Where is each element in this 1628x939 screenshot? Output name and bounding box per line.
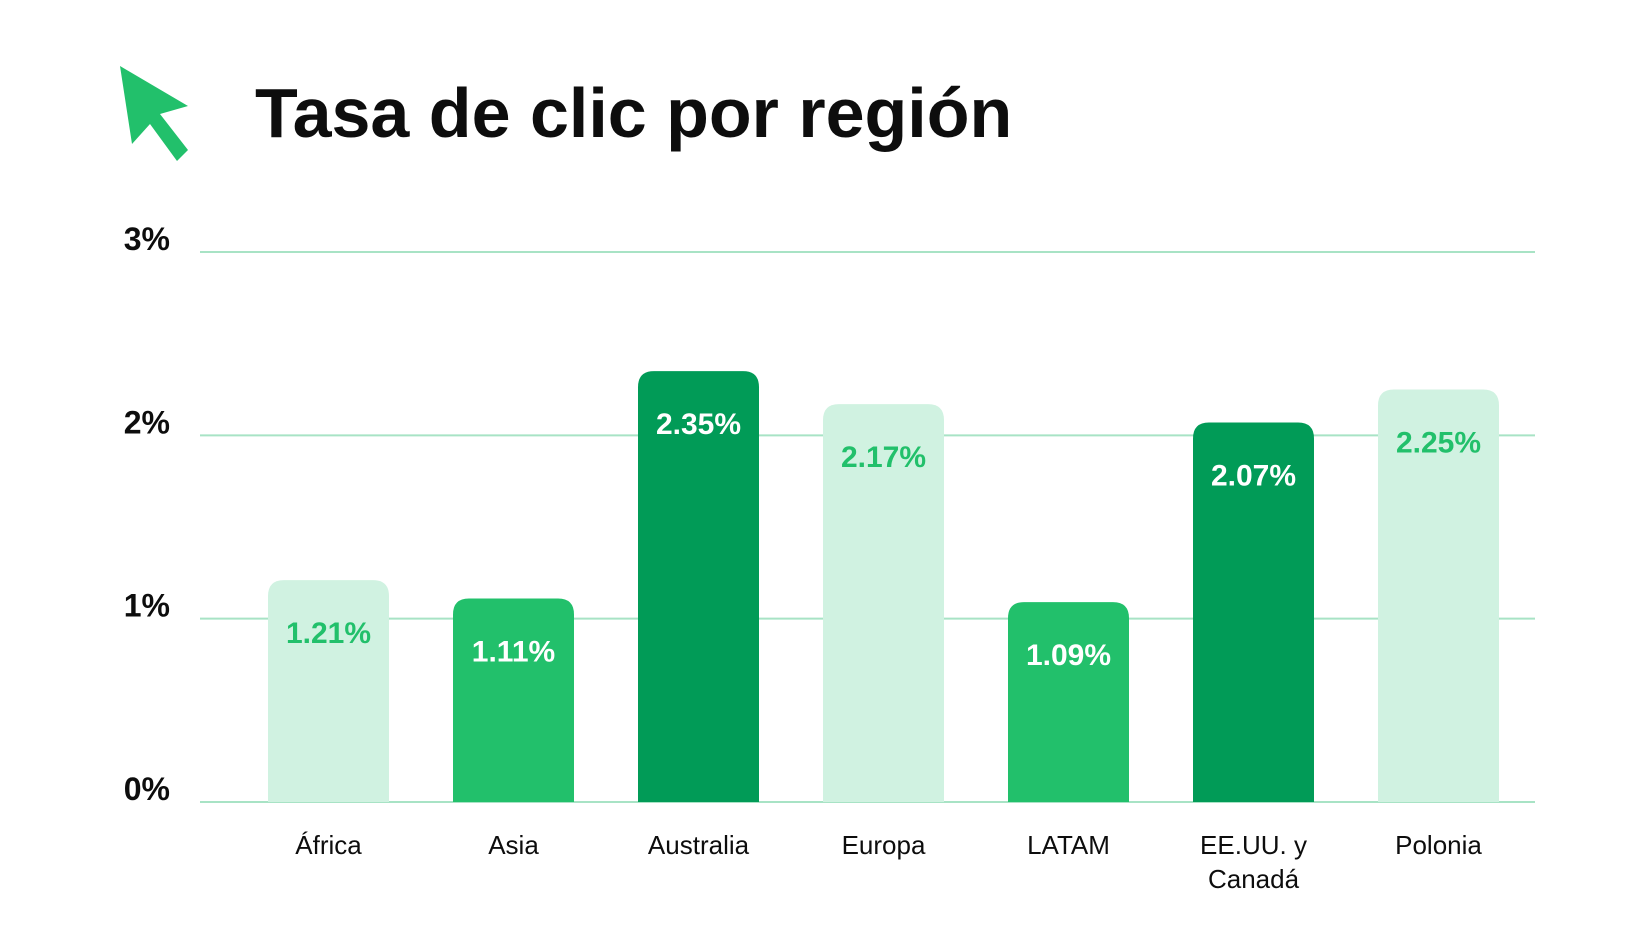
x-tick-label: África xyxy=(295,830,362,860)
bar-value-label: 2.35% xyxy=(656,408,741,441)
bar xyxy=(268,580,389,802)
bar xyxy=(638,371,759,802)
x-tick-label: Canadá xyxy=(1208,864,1300,894)
x-tick-label: Australia xyxy=(648,830,750,860)
x-tick-label: Europa xyxy=(842,830,926,860)
bar-value-label: 1.09% xyxy=(1026,639,1111,672)
bar xyxy=(1378,389,1499,802)
x-tick-label: EE.UU. y xyxy=(1200,830,1307,860)
x-tick-label: Polonia xyxy=(1395,830,1482,860)
bar-value-label: 2.17% xyxy=(841,441,926,474)
y-tick-label: 0% xyxy=(124,771,170,807)
x-tick-label: LATAM xyxy=(1027,830,1110,860)
y-tick-label: 2% xyxy=(124,404,170,440)
bar-value-label: 1.11% xyxy=(472,636,555,669)
x-tick-label: Asia xyxy=(488,830,539,860)
y-tick-label: 1% xyxy=(124,588,170,624)
cursor-arrow-shape xyxy=(120,66,188,161)
cursor-arrow-icon xyxy=(120,66,188,161)
y-axis-ticks: 0% 1% 2% 3% xyxy=(124,221,170,807)
bar xyxy=(453,598,574,802)
bar-value-label: 2.07% xyxy=(1211,460,1296,493)
bar-value-label: 2.25% xyxy=(1396,427,1481,460)
y-tick-label: 3% xyxy=(124,221,170,257)
chart-title: Tasa de clic por región xyxy=(255,74,1012,152)
x-axis-labels: África Asia Australia Europa LATAM EE.UU. y Ca… xyxy=(295,830,1482,894)
bar xyxy=(1193,422,1314,802)
bar xyxy=(823,404,944,802)
bar-value-label: 1.21% xyxy=(286,617,371,650)
bars: 1.21% 1.11% 2.35% 2.17% 1.09% 2.07% 2.25% xyxy=(268,371,1499,802)
bar xyxy=(1008,602,1129,802)
